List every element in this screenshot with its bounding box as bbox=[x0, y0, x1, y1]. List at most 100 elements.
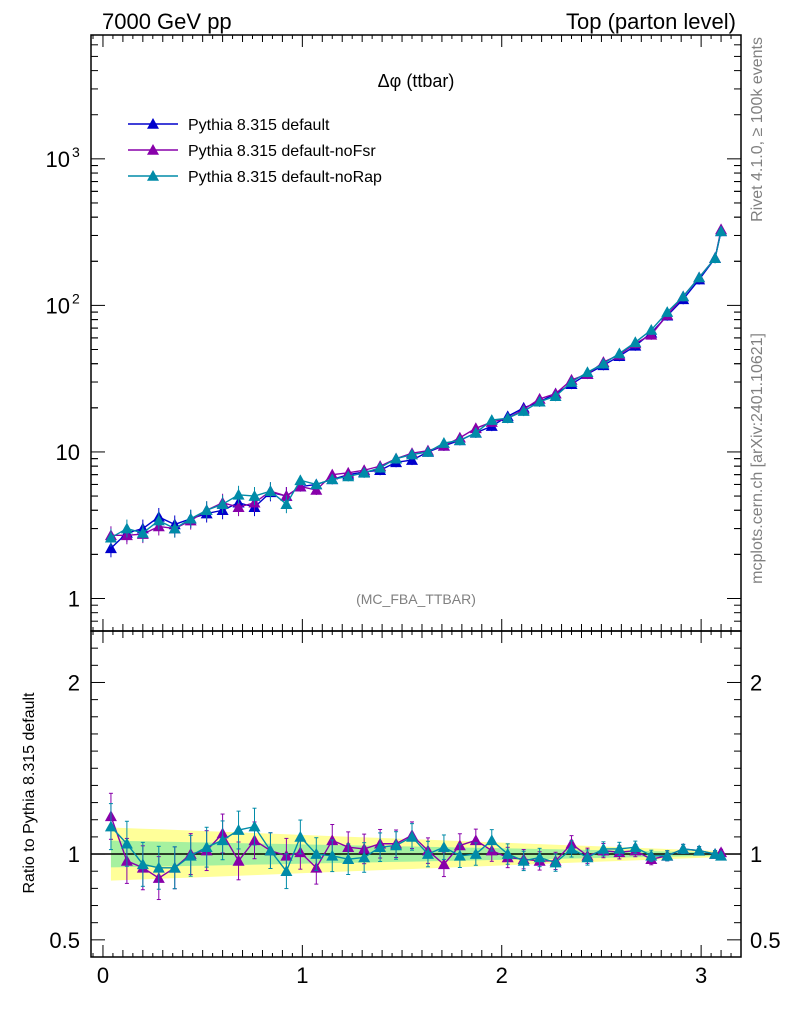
series-marker-2 bbox=[485, 414, 498, 425]
ratio-ylabel: Ratio to Pythia 8.315 default bbox=[21, 692, 38, 894]
series-marker-2 bbox=[120, 522, 133, 534]
y-tick-label: 10 bbox=[46, 147, 70, 172]
legend-label-0: Pythia 8.315 default bbox=[188, 117, 330, 134]
ratio-marker-1 bbox=[533, 851, 546, 863]
series-marker-2 bbox=[168, 522, 181, 534]
ratio-y-tick-label: 0.5 bbox=[49, 928, 80, 953]
ratio-marker-1 bbox=[342, 853, 355, 864]
series-marker-2 bbox=[184, 512, 197, 524]
x-tick-label: 0 bbox=[97, 963, 109, 988]
series-marker-2 bbox=[469, 426, 482, 438]
ratio-marker-1 bbox=[120, 837, 133, 849]
ratio-marker-1 bbox=[581, 851, 594, 863]
series-marker-2 bbox=[232, 488, 245, 500]
series-marker-2 bbox=[437, 437, 450, 448]
ratio-marker-1 bbox=[358, 851, 371, 863]
ratio-series-group bbox=[104, 792, 728, 901]
ratio-marker-1 bbox=[390, 839, 403, 851]
ratio-marker-1 bbox=[152, 861, 165, 873]
ratio-marker-1 bbox=[469, 848, 482, 859]
ratio-marker-1 bbox=[661, 849, 674, 861]
series-marker-2 bbox=[533, 395, 546, 407]
legend: Pythia 8.315 default Pythia 8.315 default… bbox=[128, 117, 382, 186]
series-marker-2 bbox=[421, 445, 434, 457]
ratio-marker-1 bbox=[374, 841, 387, 852]
ratio-marker-1 bbox=[453, 849, 466, 861]
series-marker-0 bbox=[104, 542, 117, 554]
series-marker-2 bbox=[453, 434, 466, 446]
series-marker-2 bbox=[294, 474, 307, 486]
series-marker-2 bbox=[264, 485, 277, 496]
series-marker-2 bbox=[310, 478, 323, 490]
ratio-marker-1 bbox=[549, 856, 562, 868]
ratio-y-tick-label-right: 2 bbox=[750, 670, 762, 695]
y-tick-label: 10 bbox=[46, 293, 70, 318]
ratio-marker-1 bbox=[280, 865, 293, 877]
series-marker-1 bbox=[294, 480, 307, 492]
legend-label-2: Pythia 8.315 default-noRap bbox=[188, 169, 382, 186]
ratio-marker-1 bbox=[184, 849, 197, 861]
ratio-marker-1 bbox=[677, 842, 690, 854]
ratio-y-tick-label-right: 0.5 bbox=[750, 928, 781, 953]
series-marker-2 bbox=[248, 490, 261, 501]
series-marker-2 bbox=[581, 366, 594, 378]
legend-label-1: Pythia 8.315 default-noFsr bbox=[188, 143, 376, 160]
series-marker-2 bbox=[326, 473, 339, 485]
analysis-watermark: (MC_FBA_TTBAR) bbox=[356, 591, 476, 607]
y-tick-exponent: 3 bbox=[72, 144, 80, 160]
series-marker-2 bbox=[597, 357, 610, 369]
ratio-marker-1 bbox=[437, 841, 450, 852]
ratio-marker-1 bbox=[517, 854, 530, 866]
ratio-plot-frame bbox=[90, 630, 742, 958]
header-process: Top (parton level) bbox=[566, 9, 736, 34]
ratio-marker-1 bbox=[216, 834, 229, 846]
series-marker-2 bbox=[677, 290, 690, 302]
series-marker-2 bbox=[715, 225, 728, 237]
series-line-0 bbox=[110, 231, 722, 549]
series-marker-2 bbox=[152, 514, 165, 526]
ratio-marker-1 bbox=[294, 830, 307, 842]
header-energy: 7000 GeV pp bbox=[102, 9, 232, 34]
x-tick-label: 1 bbox=[296, 963, 308, 988]
ratio-marker-1 bbox=[565, 842, 578, 854]
x-tick-label: 2 bbox=[496, 963, 508, 988]
series-marker-2 bbox=[104, 531, 117, 543]
series-marker-2 bbox=[358, 466, 371, 478]
series-marker-2 bbox=[645, 323, 658, 335]
ratio-marker-1 bbox=[104, 820, 117, 832]
series-marker-2 bbox=[549, 390, 562, 402]
series-marker-2 bbox=[501, 412, 514, 423]
ratio-marker-1 bbox=[715, 849, 728, 861]
ratio-marker-1 bbox=[421, 848, 434, 859]
ratio-y-tick-label: 1 bbox=[68, 842, 80, 867]
series-marker-2 bbox=[629, 336, 642, 348]
y-tick-label: 1 bbox=[68, 586, 80, 611]
series-marker-2 bbox=[136, 526, 149, 538]
x-tick-label: 3 bbox=[695, 963, 707, 988]
series-line-2 bbox=[110, 231, 722, 539]
ratio-marker-1 bbox=[501, 848, 514, 859]
series-marker-2 bbox=[342, 470, 355, 482]
series-marker-2 bbox=[390, 452, 403, 464]
ratio-marker-1 bbox=[232, 824, 245, 835]
ratio-marker-1 bbox=[693, 844, 706, 856]
series-marker-2 bbox=[565, 376, 578, 387]
ratio-marker-0 bbox=[469, 834, 482, 846]
ratio-marker-1 bbox=[613, 842, 626, 854]
series-marker-2 bbox=[613, 347, 626, 359]
ratio-marker-1 bbox=[326, 849, 339, 861]
series-line-1 bbox=[110, 229, 722, 536]
ratio-marker-0 bbox=[232, 854, 245, 866]
ratio-line-1 bbox=[110, 825, 722, 873]
y-tick-label: 10 bbox=[56, 440, 80, 465]
ratio-marker-1 bbox=[597, 842, 610, 854]
series-marker-2 bbox=[374, 461, 387, 473]
ratio-y-tick-label-right: 1 bbox=[750, 842, 762, 867]
plot-title: Δφ (ttbar) bbox=[378, 71, 455, 91]
ratio-marker-1 bbox=[310, 848, 323, 859]
ratio-marker-1 bbox=[645, 849, 658, 861]
legend-marker-2 bbox=[147, 170, 159, 181]
series-marker-2 bbox=[517, 405, 530, 416]
